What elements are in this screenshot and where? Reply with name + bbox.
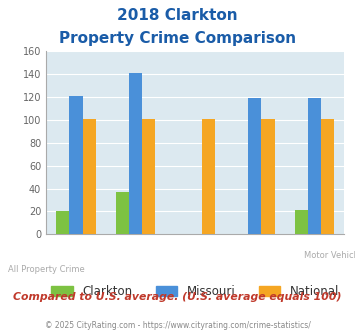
Bar — [308, 98, 321, 234]
Text: Compared to U.S. average. (U.S. average equals 100): Compared to U.S. average. (U.S. average … — [13, 292, 342, 302]
Bar — [56, 212, 70, 234]
Bar — [82, 119, 95, 234]
Bar — [202, 119, 215, 234]
Text: All Property Crime: All Property Crime — [8, 265, 84, 274]
Text: 2018 Clarkton: 2018 Clarkton — [117, 8, 238, 23]
Bar — [70, 96, 82, 234]
Text: © 2025 CityRating.com - https://www.cityrating.com/crime-statistics/: © 2025 CityRating.com - https://www.city… — [45, 321, 310, 330]
Bar — [321, 119, 334, 234]
Bar — [142, 119, 155, 234]
Bar — [116, 192, 129, 234]
Bar — [129, 73, 142, 234]
Bar — [261, 119, 274, 234]
Legend: Clarkton, Missouri, National: Clarkton, Missouri, National — [51, 285, 339, 298]
Text: Motor Vehicle Theft: Motor Vehicle Theft — [304, 251, 355, 260]
Bar — [248, 98, 261, 234]
Bar — [295, 210, 308, 234]
Text: Property Crime Comparison: Property Crime Comparison — [59, 31, 296, 46]
